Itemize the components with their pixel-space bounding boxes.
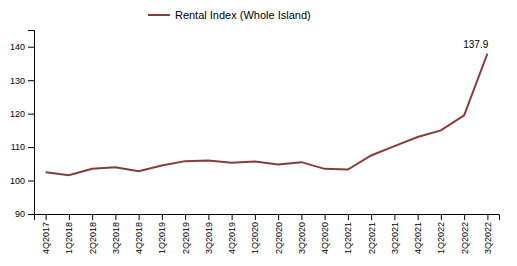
x-tick: 3Q2018: [111, 214, 121, 254]
x-tick-label: 2Q2018: [88, 222, 98, 254]
x-tick-mark: [278, 214, 279, 220]
y-tick: 130: [10, 76, 34, 86]
y-tick: 140: [10, 42, 34, 52]
x-tick: 1Q2021: [343, 214, 353, 254]
chart: 4Q2017 1Q2018 2Q2018 3Q2018 4Q2018 1Q2019 2Q20…: [0, 0, 517, 266]
x-tick: 3Q2019: [204, 214, 214, 254]
x-tick-mark: [418, 214, 419, 220]
x-tick-mark: [185, 214, 186, 220]
x-tick-mark: [487, 214, 488, 220]
x-tick: 3Q2022: [483, 214, 493, 254]
x-tick: 4Q2019: [227, 214, 237, 254]
y-tick: 120: [10, 109, 34, 119]
y-tick-label: 140: [10, 42, 25, 52]
x-tick-label: 4Q2017: [41, 222, 51, 254]
x-tick-label: 4Q2021: [413, 222, 423, 254]
x-tick-label: 3Q2019: [204, 222, 214, 254]
y-tick-mark: [28, 181, 34, 182]
y-tick-mark: [28, 114, 34, 115]
line: [46, 54, 488, 175]
x-tick-label: 3Q2022: [483, 222, 493, 254]
x-tick-mark: [394, 214, 395, 220]
y-tick-mark: [28, 80, 34, 81]
x-tick: 1Q2019: [157, 214, 167, 254]
x-tick-label: 1Q2022: [436, 222, 446, 254]
x-tick-mark: [46, 214, 47, 220]
x-tick-label: 3Q2020: [297, 222, 307, 254]
y-axis: 90 100 110 120 130 140: [10, 31, 35, 220]
x-tick: 4Q2017: [41, 214, 51, 254]
x-tick: 3Q2021: [390, 214, 400, 254]
x-tick-mark: [92, 214, 93, 220]
x-tick-mark: [348, 214, 349, 220]
x-tick-label: 2Q2019: [181, 222, 191, 254]
x-tick-mark: [162, 214, 163, 220]
x-axis-line: [35, 215, 500, 221]
x-tick: 2Q2021: [367, 214, 377, 254]
x-tick-mark: [301, 214, 302, 220]
x-tick-mark: [325, 214, 326, 220]
x-tick: 4Q2020: [320, 214, 330, 254]
x-tick: 1Q2020: [250, 214, 260, 254]
x-tick-label: 1Q2021: [343, 222, 353, 254]
x-tick-label: 1Q2018: [64, 222, 74, 254]
x-tick: 3Q2020: [297, 214, 307, 254]
x-tick: 2Q2019: [181, 214, 191, 254]
x-tick: 2Q2022: [460, 214, 470, 254]
x-tick-label: 2Q2022: [460, 222, 470, 254]
y-tick-label: 110: [11, 142, 25, 152]
x-tick: 4Q2021: [413, 214, 423, 254]
x-tick-mark: [139, 214, 140, 220]
x-tick-mark: [69, 214, 70, 220]
x-tick: 1Q2022: [436, 214, 446, 254]
x-tick-label: 3Q2018: [111, 222, 121, 254]
x-tick-mark: [232, 214, 233, 220]
x-tick-label: 2Q2020: [274, 222, 284, 254]
x-tick-label: 1Q2020: [250, 222, 260, 254]
marks: [46, 54, 488, 175]
x-tick: 2Q2018: [88, 214, 98, 254]
legend-label: Rental Index (Whole Island): [175, 9, 311, 21]
legend: Rental Index (Whole Island): [148, 9, 311, 21]
legend-swatch: [148, 14, 170, 16]
annotation: 137.9: [463, 39, 488, 50]
chart-container: 4Q2017 1Q2018 2Q2018 3Q2018 4Q2018 1Q2019 2Q20…: [0, 0, 517, 266]
x-tick: 1Q2018: [64, 214, 74, 254]
y-tick-mark: [28, 214, 34, 215]
y-tick: 90: [15, 209, 34, 219]
x-tick: 2Q2020: [274, 214, 284, 254]
x-tick-mark: [464, 214, 465, 220]
x-tick-label: 4Q2020: [320, 222, 330, 254]
y-tick-mark: [28, 147, 34, 148]
plot-area: 4Q2017 1Q2018 2Q2018 3Q2018 4Q2018 1Q2019 2Q20…: [10, 31, 500, 255]
x-tick-mark: [208, 214, 209, 220]
y-tick: 100: [10, 176, 34, 186]
y-tick-label: 90: [15, 209, 25, 219]
x-tick: 4Q2018: [134, 214, 144, 254]
x-tick-mark: [115, 214, 116, 220]
y-tick-label: 120: [10, 109, 25, 119]
x-tick-label: 4Q2018: [134, 222, 144, 254]
x-tick-label: 3Q2021: [390, 222, 400, 254]
y-tick-label: 100: [10, 176, 25, 186]
x-tick-mark: [255, 214, 256, 220]
y-tick: 110: [11, 142, 34, 152]
y-axis-line: [28, 31, 35, 215]
legend-item: Rental Index (Whole Island): [148, 9, 311, 21]
x-tick-mark: [441, 214, 442, 220]
y-tick-mark: [28, 47, 34, 48]
x-tick-label: 2Q2021: [367, 222, 377, 254]
x-axis: 4Q2017 1Q2018 2Q2018 3Q2018 4Q2018 1Q2019 2Q20…: [35, 214, 500, 254]
x-tick-mark: [371, 214, 372, 220]
x-tick-label: 1Q2019: [157, 222, 167, 254]
y-tick-label: 130: [10, 76, 25, 86]
x-tick-label: 4Q2019: [227, 222, 237, 254]
